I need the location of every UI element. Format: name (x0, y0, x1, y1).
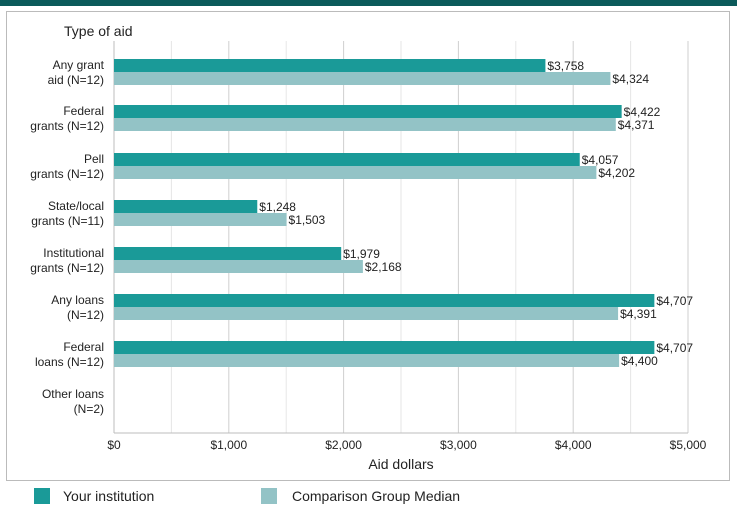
x-tick-label: $5,000 (670, 438, 707, 452)
data-label: $4,057 (582, 153, 619, 167)
chart-title: Type of aid (64, 23, 133, 39)
legend-label-comparison: Comparison Group Median (292, 488, 460, 504)
data-label: $4,391 (620, 307, 657, 321)
bar-your-institution (114, 105, 622, 118)
bar-your-institution (114, 200, 258, 213)
bar-your-institution (114, 59, 546, 72)
x-tick-label: $0 (107, 438, 121, 452)
x-tick-label: $1,000 (210, 438, 247, 452)
bar-comparison-median (114, 213, 287, 226)
category-label: Other loans (42, 387, 104, 401)
data-label: $2,168 (365, 260, 402, 274)
bar-comparison-median (114, 260, 363, 273)
category-label: loans (N=12) (35, 355, 104, 369)
data-label: $3,758 (547, 59, 584, 73)
category-label: aid (N=12) (48, 73, 104, 87)
x-axis-label: Aid dollars (368, 456, 433, 472)
bar-your-institution (114, 341, 655, 354)
data-label: $4,400 (621, 354, 658, 368)
bar-comparison-median (114, 354, 620, 367)
data-label: $1,248 (259, 200, 296, 214)
bar-your-institution (114, 153, 580, 166)
chart-frame (6, 11, 730, 481)
data-label: $4,707 (656, 294, 693, 308)
bar-comparison-median (114, 72, 611, 85)
category-label: grants (N=12) (30, 261, 104, 275)
top-band (0, 0, 737, 6)
category-label: (N=2) (74, 402, 104, 416)
x-tick-label: $3,000 (440, 438, 477, 452)
data-label: $4,707 (656, 341, 693, 355)
legend-label-your-institution: Your institution (63, 488, 154, 504)
legend-swatch-comparison (261, 488, 277, 504)
category-label: (N=12) (67, 308, 104, 322)
category-label: Federal (63, 340, 104, 354)
data-label: $4,422 (624, 105, 661, 119)
category-label: grants (N=11) (31, 214, 104, 228)
legend-swatch-your-institution (34, 488, 50, 504)
category-label: Federal (63, 104, 104, 118)
category-label: State/local (48, 199, 104, 213)
bar-comparison-median (114, 166, 597, 179)
data-label: $1,503 (289, 213, 326, 227)
data-label: $4,371 (618, 118, 655, 132)
category-label: grants (N=12) (30, 119, 104, 133)
data-label: $4,324 (612, 72, 649, 86)
data-label: $1,979 (343, 247, 380, 261)
bar-comparison-median (114, 118, 616, 131)
category-label: Any loans (51, 293, 104, 307)
data-label: $4,202 (598, 166, 635, 180)
x-tick-label: $4,000 (555, 438, 592, 452)
category-label: Pell (84, 152, 104, 166)
bar-your-institution (114, 247, 342, 260)
category-label: grants (N=12) (30, 167, 104, 181)
category-label: Institutional (43, 246, 104, 260)
bar-your-institution (114, 294, 655, 307)
bar-comparison-median (114, 307, 619, 320)
x-tick-label: $2,000 (325, 438, 362, 452)
category-label: Any grant (53, 58, 105, 72)
